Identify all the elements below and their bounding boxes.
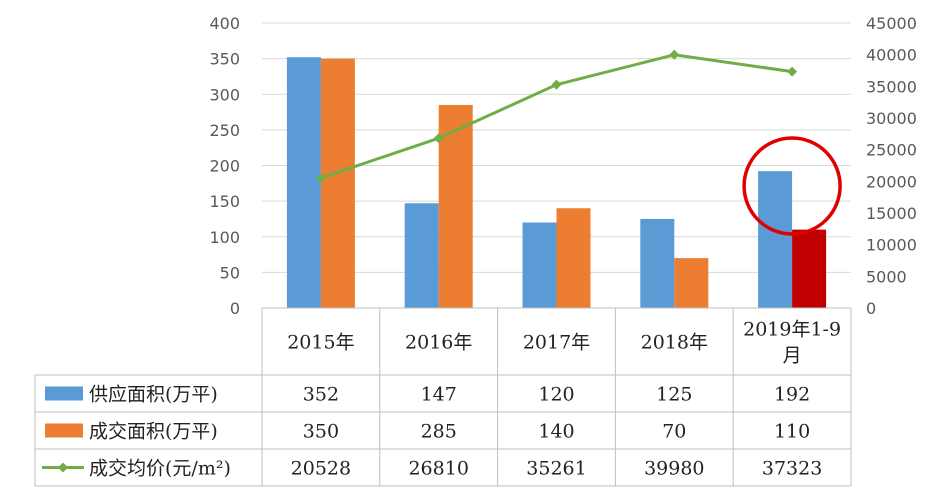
bar bbox=[286, 57, 321, 309]
table-cell: 26810 bbox=[408, 458, 468, 480]
legend-key bbox=[45, 423, 83, 438]
table-cell: 35261 bbox=[526, 458, 586, 480]
y-right-tick-label: 15000 bbox=[866, 204, 917, 223]
table-cell: 192 bbox=[774, 384, 810, 406]
legend-label: 成交均价(元/m²) bbox=[89, 458, 231, 480]
legend-key bbox=[45, 386, 83, 401]
y-left-tick-label: 100 bbox=[209, 228, 240, 247]
y-left-tick-label: 200 bbox=[209, 157, 240, 176]
legend-label: 成交面积(万平) bbox=[89, 421, 218, 443]
x-tick-label: 2016年 bbox=[405, 332, 472, 354]
table-cell: 140 bbox=[538, 421, 574, 443]
y-left-tick-label: 50 bbox=[220, 263, 240, 282]
line-point bbox=[787, 66, 798, 77]
x-tick-label: 2019年1-9 bbox=[743, 319, 841, 341]
y-left-tick-label: 150 bbox=[209, 192, 240, 211]
table-cell: 125 bbox=[656, 384, 692, 406]
x-tick-label: 月 bbox=[783, 345, 802, 367]
bar bbox=[640, 218, 675, 308]
line-point bbox=[551, 79, 562, 90]
bar bbox=[556, 208, 591, 308]
table-cell: 285 bbox=[421, 421, 457, 443]
x-tick-label: 2015年 bbox=[287, 332, 354, 354]
line-point bbox=[315, 172, 326, 183]
bar bbox=[320, 58, 355, 308]
y-right-tick-label: 30000 bbox=[866, 109, 917, 128]
line-point bbox=[669, 49, 680, 60]
bar bbox=[522, 222, 557, 308]
y-right-tick-label: 0 bbox=[866, 299, 876, 318]
table-cell: 39980 bbox=[644, 458, 704, 480]
y-right-tick-label: 5000 bbox=[866, 267, 907, 286]
y-left-tick-label: 300 bbox=[209, 85, 240, 104]
bar bbox=[758, 171, 793, 308]
table-cell: 110 bbox=[774, 421, 810, 443]
series-line bbox=[320, 53, 793, 180]
bar bbox=[438, 104, 473, 308]
legend-key-marker bbox=[58, 462, 68, 473]
y-right-tick-label: 45000 bbox=[866, 14, 917, 33]
table-cell: 352 bbox=[303, 384, 339, 406]
y-right-tick-label: 25000 bbox=[866, 141, 917, 160]
y-right-tick-label: 40000 bbox=[866, 46, 917, 65]
y-right-tick-label: 10000 bbox=[866, 236, 917, 255]
y-left-tick-label: 400 bbox=[209, 14, 240, 33]
legend-label: 供应面积(万平) bbox=[89, 384, 218, 406]
bar bbox=[404, 203, 439, 308]
bar bbox=[674, 258, 709, 308]
table-cell: 350 bbox=[303, 421, 339, 443]
table-cell: 70 bbox=[662, 421, 686, 443]
bar bbox=[792, 229, 827, 308]
x-tick-label: 2017年 bbox=[523, 332, 590, 354]
y-right-tick-label: 20000 bbox=[866, 172, 917, 191]
table-cell: 120 bbox=[538, 384, 574, 406]
table-cell: 20528 bbox=[291, 458, 351, 480]
y-left-tick-label: 0 bbox=[230, 299, 240, 318]
highlight-circle bbox=[742, 136, 842, 236]
table-cell: 147 bbox=[421, 384, 457, 406]
x-tick-label: 2018年 bbox=[641, 332, 708, 354]
table-cell: 37323 bbox=[762, 458, 822, 480]
y-right-tick-label: 35000 bbox=[866, 77, 917, 96]
y-left-tick-label: 350 bbox=[209, 50, 240, 69]
y-left-tick-label: 250 bbox=[209, 121, 240, 140]
line-point bbox=[433, 133, 444, 144]
